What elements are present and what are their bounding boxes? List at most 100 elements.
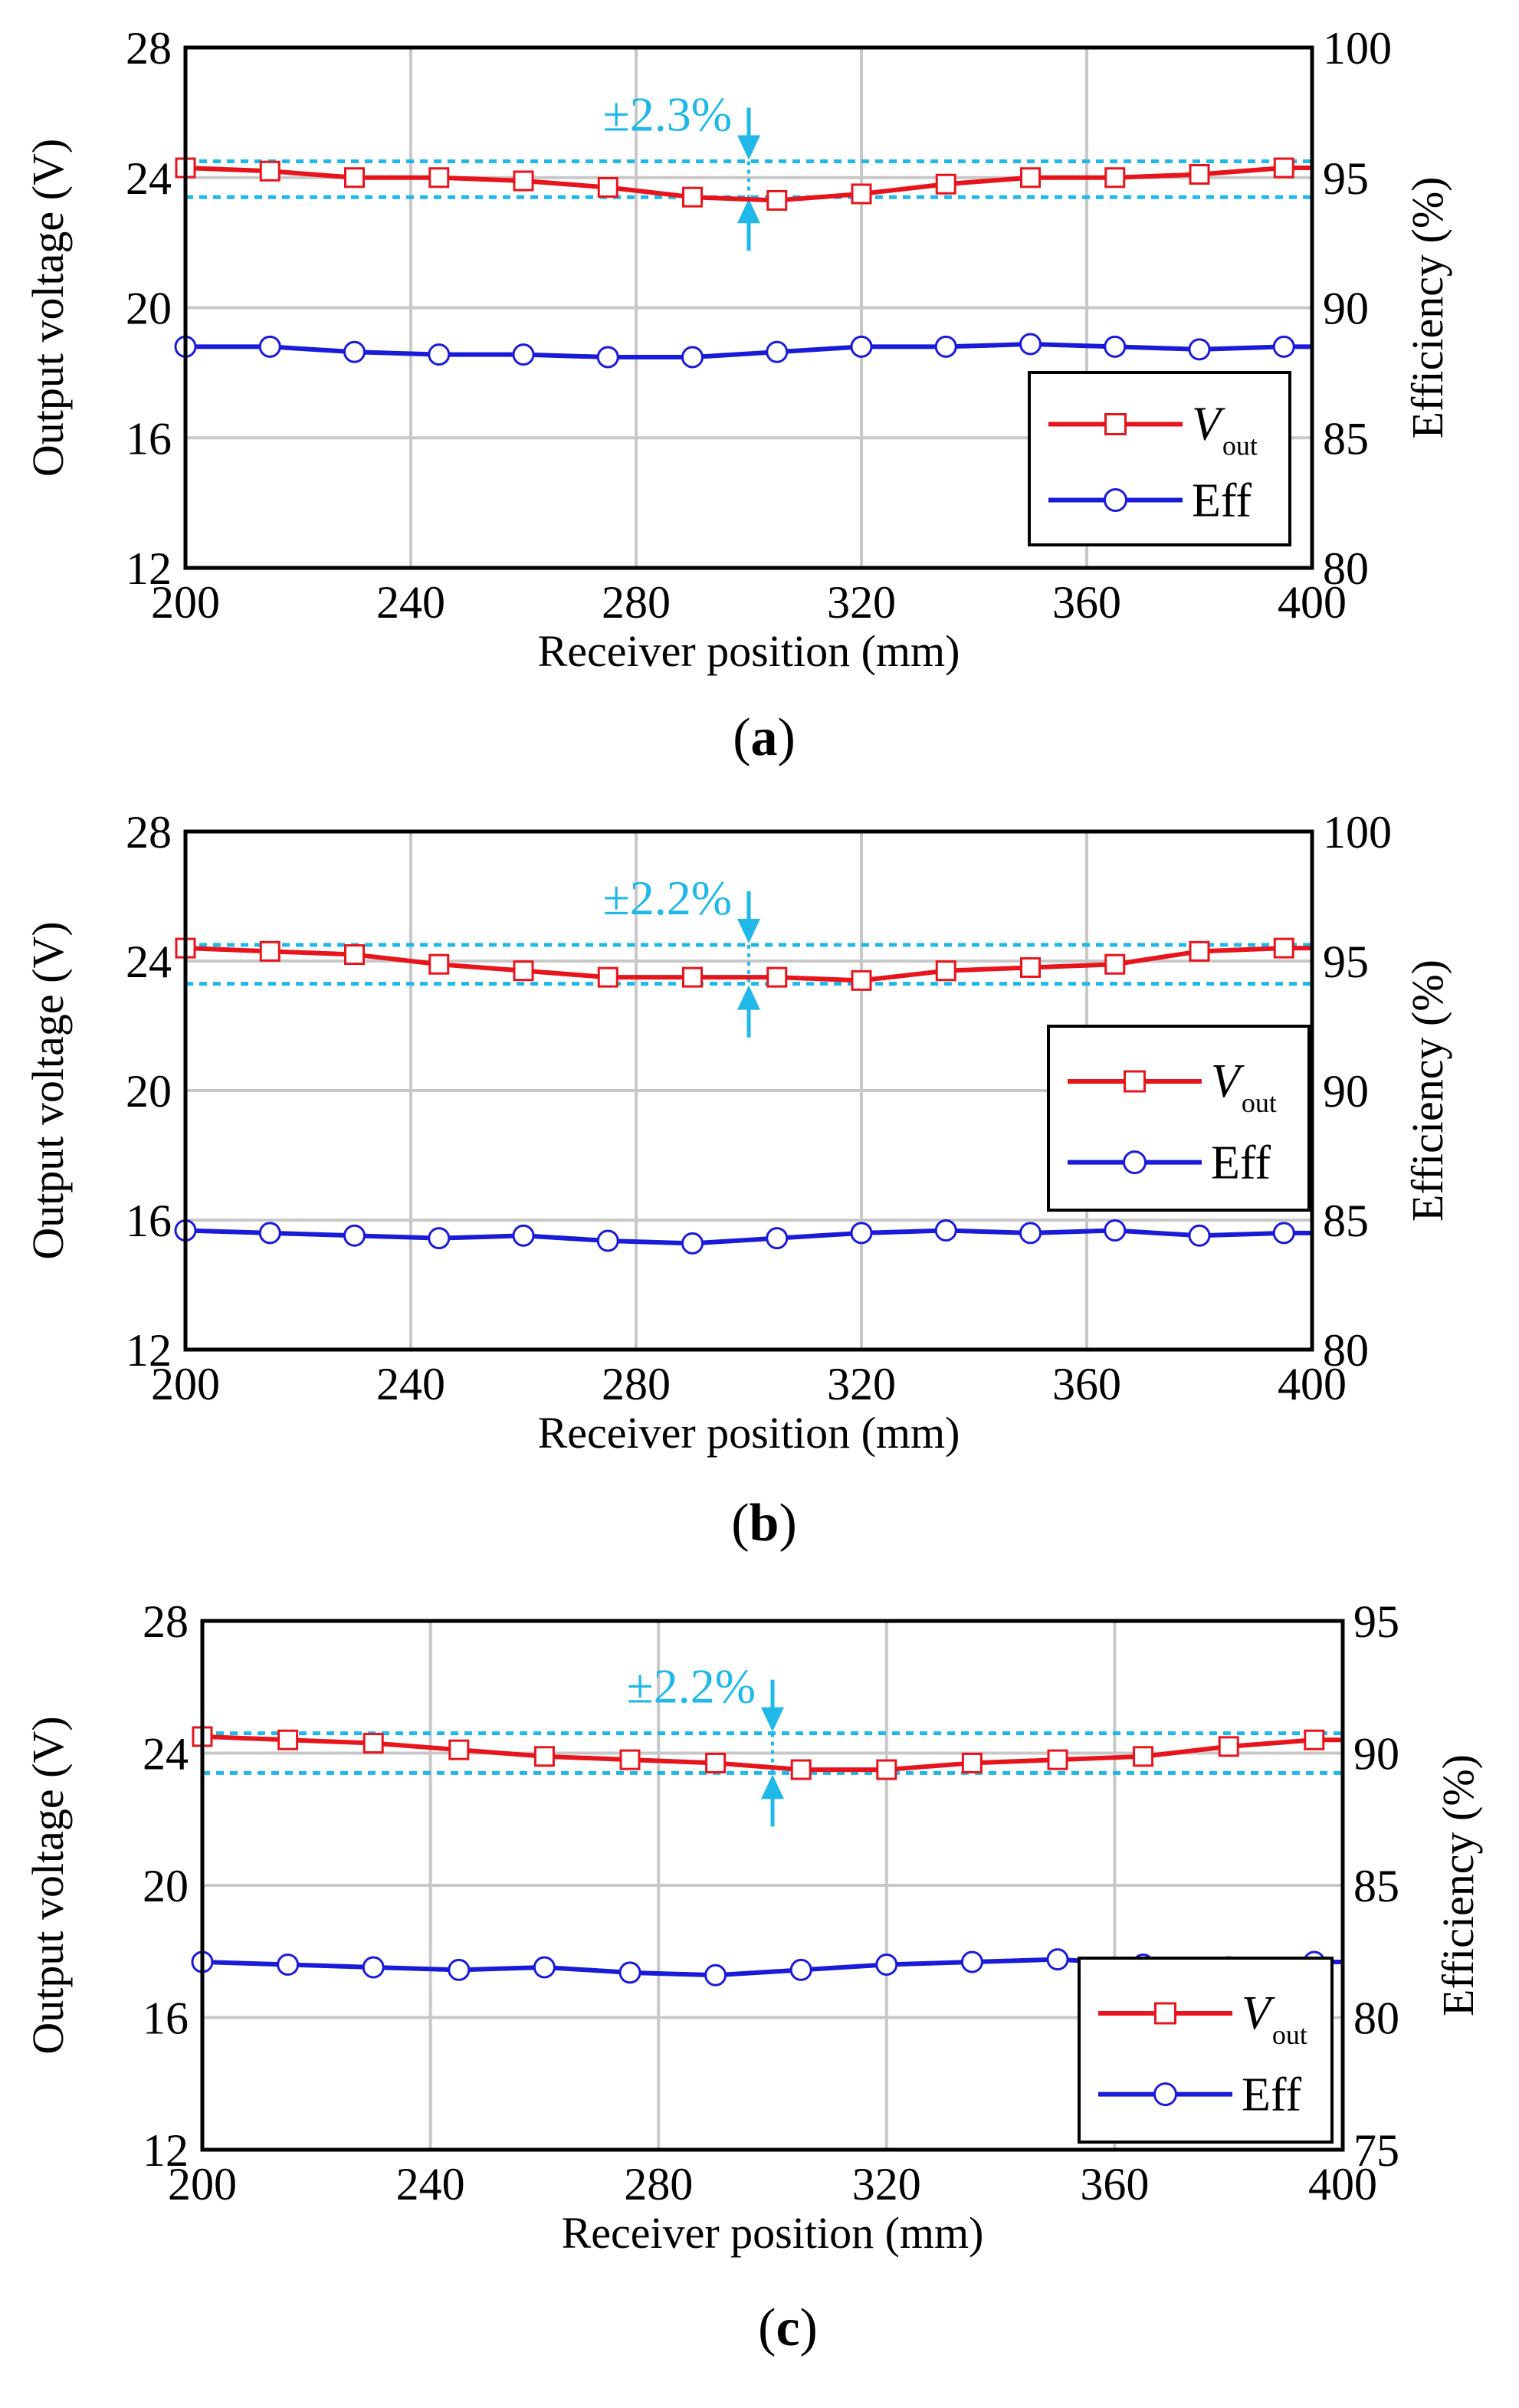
y-left-tick-label: 16 bbox=[126, 1196, 172, 1246]
data-point-eff bbox=[596, 1229, 619, 1252]
data-point-eff bbox=[1104, 1219, 1127, 1242]
x-tick-label: 240 bbox=[396, 2159, 465, 2210]
panel-caption-close: ) bbox=[800, 2298, 818, 2357]
y-right-axis-title: Efficiency (%) bbox=[1403, 177, 1452, 439]
data-point-vout bbox=[513, 960, 534, 982]
x-tick-label: 320 bbox=[827, 577, 896, 628]
legend-label-vout: Vout bbox=[1242, 1987, 1307, 2050]
panel-caption-letter: a bbox=[751, 708, 778, 767]
y-left-tick-label: 24 bbox=[143, 1729, 189, 1780]
data-point-vout bbox=[935, 960, 956, 982]
panel-caption-letter: c bbox=[776, 2298, 799, 2357]
data-point-vout bbox=[363, 1733, 384, 1754]
data-point-eff bbox=[875, 1954, 898, 1976]
panel-caption: (b) bbox=[731, 1494, 797, 1553]
x-tick-label: 360 bbox=[1080, 2159, 1149, 2210]
panel-caption-letter: b bbox=[750, 1494, 779, 1553]
tolerance-arrow-top-head bbox=[761, 1707, 784, 1732]
data-point-vout bbox=[1020, 167, 1041, 189]
y-left-tick-label: 28 bbox=[143, 1596, 189, 1647]
data-point-eff bbox=[618, 1961, 641, 1984]
x-axis-title: Receiver position (mm) bbox=[562, 2208, 984, 2258]
data-point-vout bbox=[1104, 167, 1126, 189]
data-point-eff bbox=[258, 1222, 281, 1245]
y-left-tick-label: 28 bbox=[126, 807, 172, 858]
data-point-vout bbox=[344, 167, 365, 189]
data-point-eff bbox=[448, 1958, 471, 1981]
y-right-tick-label: 80 bbox=[1353, 1993, 1399, 2044]
data-point-eff bbox=[1188, 338, 1211, 361]
legend-label-vout-subscript: out bbox=[1272, 2019, 1307, 2050]
legend-marker-vout bbox=[1154, 2002, 1176, 2025]
data-point-vout bbox=[682, 966, 703, 988]
legend-label-vout-main: V bbox=[1192, 399, 1225, 451]
data-point-vout bbox=[1273, 157, 1294, 179]
y-right-tick-label: 95 bbox=[1323, 153, 1369, 204]
tolerance-arrow-bottom-head bbox=[737, 985, 760, 1010]
panel-caption: (a) bbox=[733, 708, 796, 767]
data-point-eff bbox=[512, 343, 535, 366]
data-point-vout bbox=[1133, 1746, 1154, 1767]
data-point-vout bbox=[428, 953, 450, 975]
panel-caption-open: ( bbox=[733, 708, 750, 767]
y-left-tick-label: 16 bbox=[143, 1993, 189, 2044]
y-right-tick-label: 95 bbox=[1353, 1596, 1399, 1647]
legend-label-eff: Eff bbox=[1192, 475, 1252, 527]
x-tick-label: 400 bbox=[1278, 577, 1347, 628]
legend-label-vout-subscript: out bbox=[1242, 1088, 1277, 1118]
y-right-tick-label: 80 bbox=[1323, 543, 1369, 594]
chart-panel-b: ±2.2% 200 240 280 320 360 400 12 16 20 24 28 80 85 90 9… bbox=[23, 807, 1452, 1553]
data-point-vout bbox=[876, 1759, 897, 1780]
data-point-eff bbox=[704, 1963, 727, 1986]
x-tick-label: 280 bbox=[602, 1359, 671, 1409]
data-point-eff bbox=[850, 335, 873, 358]
data-point-vout bbox=[1189, 164, 1210, 185]
data-point-eff bbox=[596, 346, 619, 369]
y-right-tick-label: 75 bbox=[1353, 2125, 1399, 2176]
y-left-tick-label: 20 bbox=[143, 1861, 189, 1911]
data-point-vout bbox=[851, 183, 872, 205]
data-point-vout bbox=[766, 966, 788, 988]
tolerance-label: ±2.3% bbox=[603, 87, 732, 142]
data-point-vout bbox=[705, 1752, 727, 1773]
data-point-vout bbox=[1104, 953, 1126, 975]
y-left-axis-title: Output voltage (V) bbox=[23, 1716, 73, 2054]
data-point-vout bbox=[1304, 1729, 1325, 1750]
data-point-vout bbox=[277, 1729, 299, 1750]
data-point-vout bbox=[1189, 940, 1210, 962]
x-tick-label: 240 bbox=[376, 1359, 445, 1409]
legend-box bbox=[1078, 1957, 1334, 2144]
y-right-tick-label: 85 bbox=[1323, 1196, 1369, 1246]
data-point-vout bbox=[533, 1746, 555, 1767]
data-point-vout bbox=[1218, 1736, 1239, 1757]
y-right-tick-label: 95 bbox=[1323, 937, 1369, 987]
data-point-vout bbox=[619, 1749, 641, 1770]
data-point-vout bbox=[428, 167, 450, 189]
x-tick-label: 400 bbox=[1278, 1359, 1347, 1409]
data-point-vout bbox=[597, 966, 618, 988]
x-tick-label: 280 bbox=[602, 577, 671, 628]
y-left-tick-label: 24 bbox=[126, 937, 172, 987]
plot-frame bbox=[183, 829, 1314, 1352]
data-point-eff bbox=[512, 1224, 535, 1247]
tolerance-arrow-bottom-head bbox=[761, 1774, 784, 1799]
legend-marker-eff bbox=[1153, 2082, 1177, 2107]
data-point-vout bbox=[1020, 956, 1041, 978]
data-point-eff bbox=[766, 340, 789, 363]
legend-label-vout-main: V bbox=[1211, 1055, 1245, 1107]
data-point-eff bbox=[343, 340, 366, 363]
y-right-tick-label: 85 bbox=[1323, 413, 1369, 464]
data-point-eff bbox=[934, 1219, 957, 1242]
x-tick-label: 200 bbox=[168, 2159, 237, 2210]
y-left-axis-title: Output voltage (V) bbox=[23, 921, 73, 1259]
legend-marker-vout bbox=[1124, 1070, 1146, 1093]
legend-marker-eff bbox=[1123, 1150, 1147, 1175]
x-tick-label: 200 bbox=[151, 577, 220, 628]
data-point-eff bbox=[934, 335, 957, 358]
data-point-eff bbox=[1046, 1948, 1069, 1971]
legend-marker-vout bbox=[1104, 413, 1127, 435]
data-point-eff bbox=[1272, 335, 1295, 358]
data-point-vout bbox=[1047, 1749, 1068, 1770]
data-point-vout bbox=[513, 170, 534, 192]
